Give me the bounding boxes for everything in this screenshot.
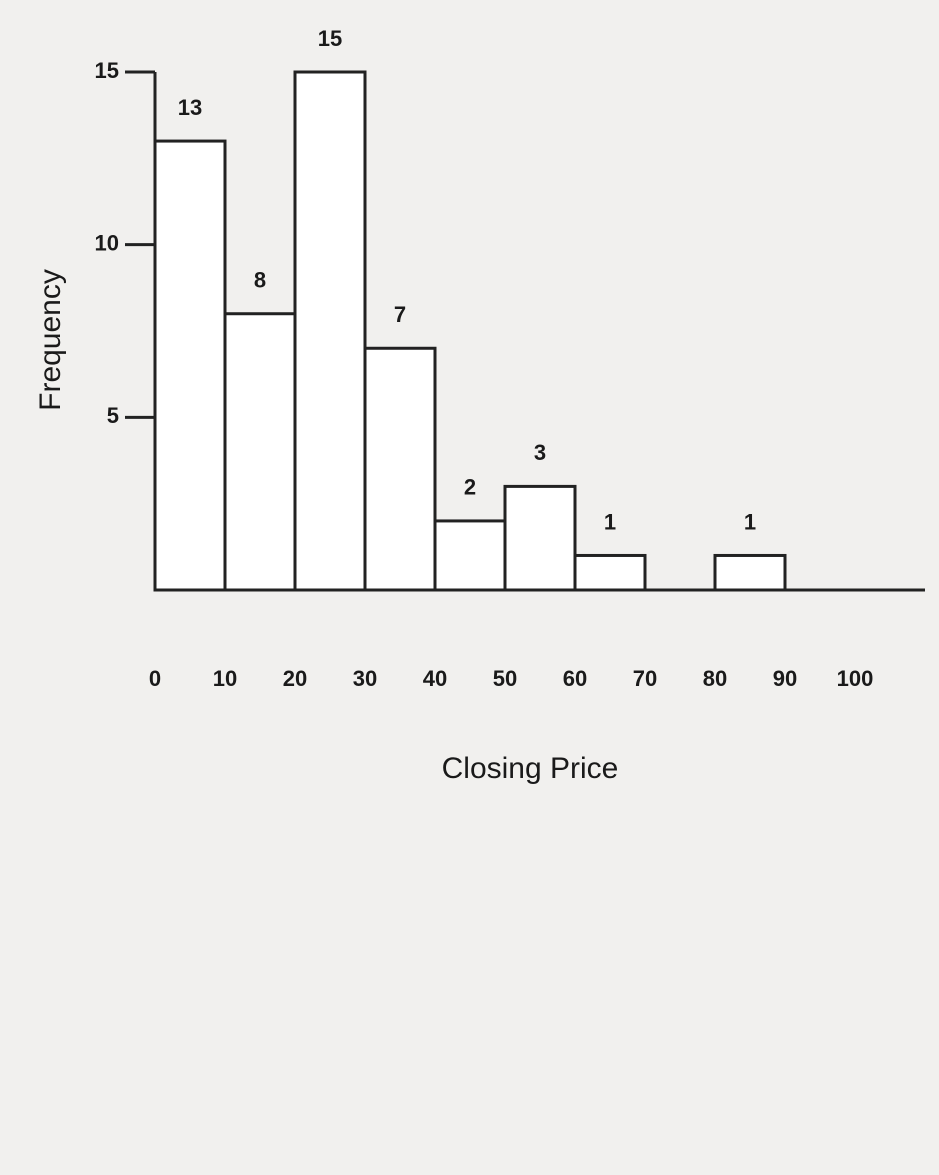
x-tick-label: 0 <box>149 666 161 691</box>
bar <box>363 346 437 592</box>
x-tick-label: 40 <box>423 666 447 691</box>
y-axis-title: Frequency <box>34 269 67 411</box>
x-tick-label: 30 <box>353 666 377 691</box>
x-tick-label: 20 <box>283 666 307 691</box>
x-tick-label: 100 <box>837 666 874 691</box>
x-tick-label: 70 <box>633 666 657 691</box>
bar <box>153 139 227 592</box>
x-tick-label: 10 <box>213 666 237 691</box>
bar-value-label: 8 <box>254 268 266 293</box>
bar-value-label: 1 <box>604 509 616 534</box>
bar <box>433 519 507 592</box>
y-tick-label: 5 <box>107 403 119 428</box>
bar <box>223 312 297 592</box>
x-tick-label: 80 <box>703 666 727 691</box>
x-axis-title: Closing Price <box>442 752 619 785</box>
y-tick-label: 10 <box>95 230 119 255</box>
bar-value-label: 3 <box>534 440 546 465</box>
bar-value-label: 1 <box>744 509 756 534</box>
bar <box>713 553 787 592</box>
bar <box>573 553 647 592</box>
x-tick-label: 50 <box>493 666 517 691</box>
bar-value-label: 15 <box>318 26 342 51</box>
x-tick-label: 90 <box>773 666 797 691</box>
y-tick-label: 15 <box>95 58 119 83</box>
bar <box>503 484 577 592</box>
bar-value-label: 13 <box>178 95 202 120</box>
bar-value-label: 7 <box>394 302 406 327</box>
x-tick-label: 60 <box>563 666 587 691</box>
bar-value-label: 2 <box>464 475 476 500</box>
bar <box>293 70 367 592</box>
